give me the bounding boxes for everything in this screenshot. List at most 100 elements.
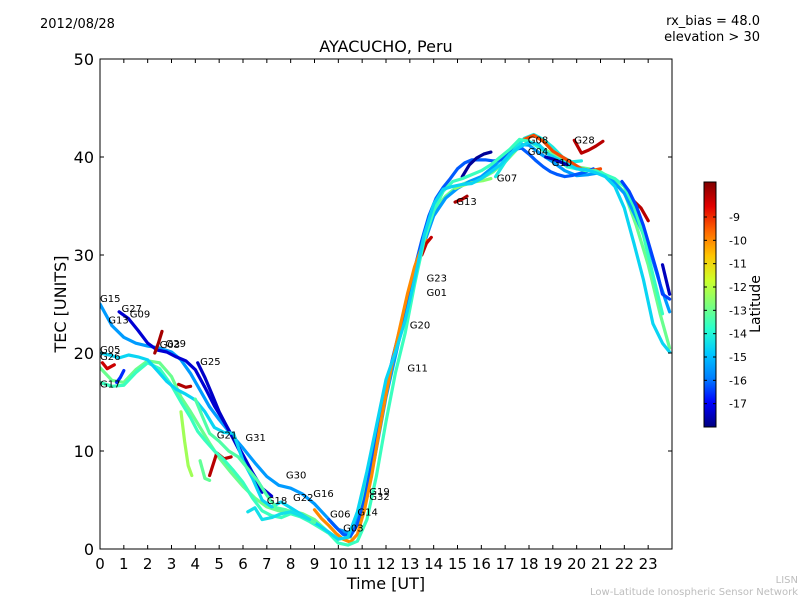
x-tick-label: 7 [262,555,272,573]
x-tick-label: 20 [567,555,586,573]
x-tick-label: 1 [119,555,129,573]
y-axis-label: TEC [UNITS] [51,256,70,354]
satellite-label: G19 [369,487,389,498]
colorbar-tick-label: -15 [729,351,747,364]
satellite-label: G04 [528,147,548,158]
satellite-label: G07 [497,174,517,185]
footer-short: LISN [775,575,798,586]
satellite-track-9 [312,238,429,544]
colorbar-label: Latitude [748,275,764,333]
satellite-label: G32 [369,492,389,503]
satellite-track-26 [660,263,672,296]
colorbar-tick-label: -13 [729,304,747,317]
satellite-label: G09 [130,310,150,321]
footer-credit: LISN Low-Latitude Ionospheric Sensor Net… [590,575,798,599]
satellite-label: G16 [313,489,333,500]
x-tick-label: 21 [591,555,610,573]
x-tick-label: 4 [191,555,201,573]
x-tick-label: 22 [615,555,634,573]
satellite-track-24 [198,459,212,482]
x-tick-label: 0 [95,555,105,573]
satellite-label: G05 [100,345,120,356]
plot-frame [99,58,673,550]
date-label: 2012/08/28 [40,17,115,32]
elevation-label: elevation > 30 [664,30,760,45]
x-tick-label: 12 [376,555,395,573]
x-tick-label: 11 [353,555,372,573]
colorbar-tick-label: -16 [729,374,747,387]
satellite-label: G23 [427,274,447,285]
satellite-label: G22 [293,493,313,504]
satellite-label: G28 [574,135,594,146]
satellite-track-6 [460,150,493,179]
colorbar [703,181,717,428]
satellite-label: G25 [200,357,220,368]
satellite-track-15 [177,382,193,389]
satellite-label: G27 [122,304,142,315]
satellite-label: G21 [217,430,237,441]
satellite-track-27 [544,155,569,167]
satellite-track-16 [100,361,116,371]
x-tick-label: 5 [214,555,224,573]
satellite-label: G10 [552,158,572,169]
satellite-label: G18 [267,496,287,507]
x-tick-label: 3 [167,555,177,573]
x-tick-label: 14 [424,555,443,573]
x-tick-label: 17 [496,555,515,573]
satellite-label: G30 [286,470,306,481]
colorbar-tick-label: -12 [729,281,747,294]
footer-long: Low-Latitude Ionospheric Sensor Network [590,587,798,598]
satellite-track-12 [572,138,605,155]
satellite-label: G08 [528,135,548,146]
satellite-label: G03 [160,340,180,351]
x-tick-label: 18 [519,555,538,573]
y-tick-label: 40 [74,148,94,167]
satellite-label: G17 [100,379,120,390]
x-axis-label: Time [UT] [346,574,425,593]
satellite-label: G13 [108,316,128,327]
satellite-label: G20 [410,321,430,332]
receiver-info: rx_bias = 48.0 elevation > 30 [664,14,760,46]
satellite-label: G11 [407,364,427,375]
colorbar-tick-label: -9 [729,211,740,224]
y-tick-label: 50 [74,50,94,69]
chart-title: AYACUCHO, Peru [319,37,452,56]
colorbar-tick-label: -17 [729,398,747,411]
x-tick-label: 19 [543,555,562,573]
satellite-label: G14 [357,508,377,519]
satellite-label: G13 [456,197,476,208]
x-tick-label: 15 [448,555,467,573]
satellite-label: G01 [427,288,447,299]
satellite-label: G26 [100,352,120,363]
satellite-track-22 [246,506,312,522]
x-tick-label: 23 [639,555,658,573]
colorbar-tick-label: -14 [729,328,747,341]
satellite-label: G06 [330,510,350,521]
x-tick-label: 8 [286,555,296,573]
x-tick-label: 6 [238,555,248,573]
y-tick-label: 30 [74,246,94,265]
rx-bias-label: rx_bias = 48.0 [666,14,760,29]
x-tick-label: 9 [310,555,320,573]
satellite-track-28 [115,369,126,384]
x-tick-label: 10 [329,555,348,573]
satellite-track-23 [179,410,194,478]
satellite-label: G29 [166,339,186,350]
y-tick-label: 10 [74,442,94,461]
satellite-track-25 [620,179,672,301]
x-tick-label: 2 [143,555,153,573]
satellite-track-14 [153,329,164,355]
colorbar-tick-label: -10 [729,234,747,247]
satellite-label: G15 [100,294,120,305]
satellite-track-13 [453,194,469,204]
satellite-label: G03 [343,523,363,534]
satellite-track-5 [327,146,595,538]
colorbar-tick-label: -11 [729,258,747,271]
y-tick-label: 0 [84,540,94,559]
x-tick-label: 13 [400,555,419,573]
satellite-track-19 [100,137,665,547]
y-tick-label: 20 [74,344,94,363]
satellite-label: G31 [245,433,265,444]
